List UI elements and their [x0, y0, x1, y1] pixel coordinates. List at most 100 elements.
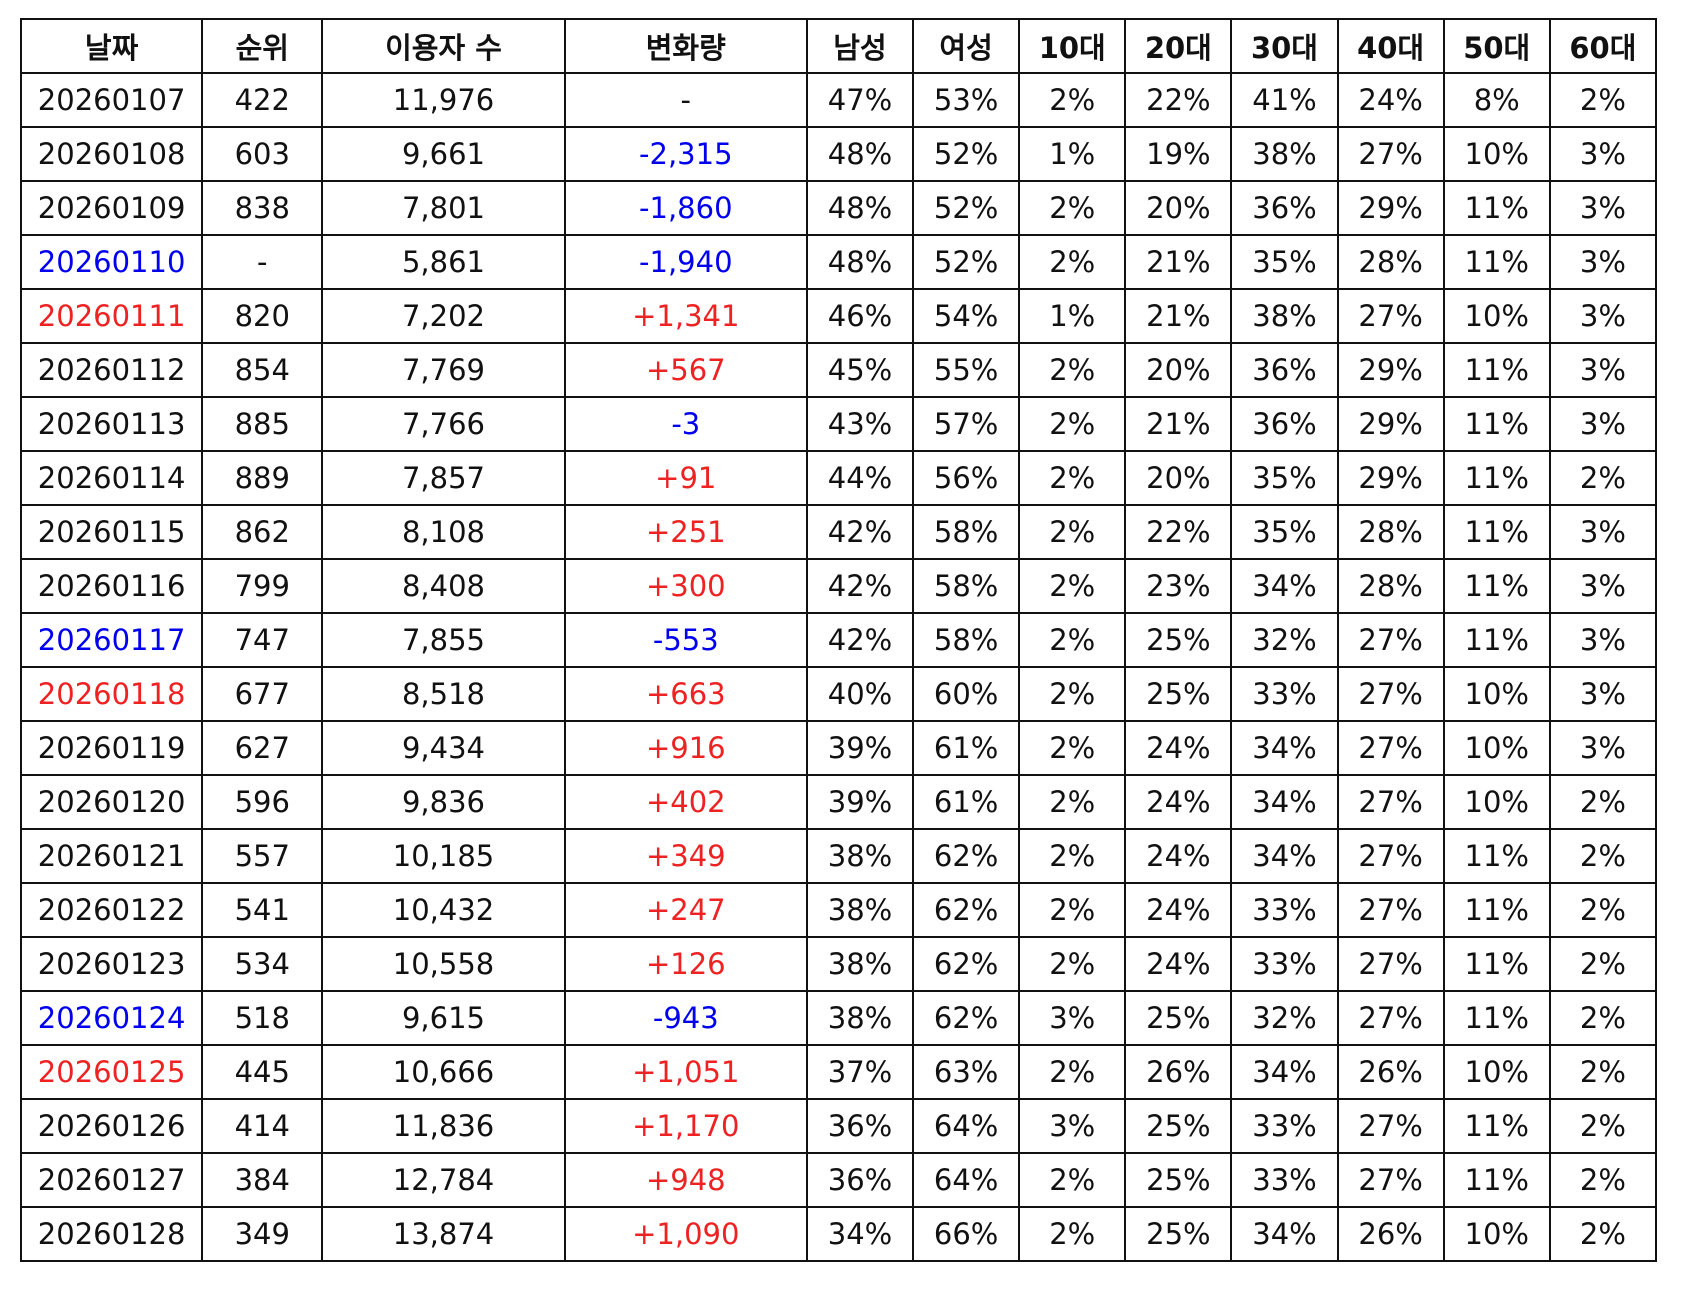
age-10s-cell: 2%	[1018, 1206, 1127, 1262]
date-cell: 20260125	[19, 1044, 204, 1100]
users-cell: 10,185	[321, 828, 566, 884]
users-cell: 10,432	[321, 882, 566, 938]
users-cell: 7,766	[321, 396, 566, 452]
change-cell: +916	[563, 720, 808, 776]
age-30s-cell: 33%	[1230, 666, 1339, 722]
female-pct-cell: 54%	[912, 288, 1021, 344]
male-pct-cell: 44%	[805, 450, 915, 506]
age-50s-cell: 11%	[1442, 180, 1551, 236]
rank-cell: 518	[201, 990, 324, 1046]
age-20s-cell: 24%	[1124, 882, 1233, 938]
age-60s-cell: 3%	[1548, 558, 1658, 614]
change-cell: -3	[563, 396, 808, 452]
age-30s-cell: 33%	[1230, 882, 1339, 938]
users-cell: 7,857	[321, 450, 566, 506]
age-60s-cell: 3%	[1548, 126, 1658, 182]
change-cell: +349	[563, 828, 808, 884]
change-cell: -2,315	[563, 126, 808, 182]
age-30s-cell: 38%	[1230, 288, 1339, 344]
age-60s-cell: 2%	[1548, 450, 1658, 506]
male-pct-cell: 36%	[805, 1152, 915, 1208]
age-40s-cell: 27%	[1336, 936, 1445, 992]
table-row: 20260108 603 9,661 -2,315 48% 52% 1% 19% 38% 27% 1…	[19, 126, 1658, 182]
age-40s-cell: 24%	[1336, 72, 1445, 128]
age-20s-cell: 19%	[1124, 126, 1233, 182]
female-pct-cell: 62%	[912, 936, 1021, 992]
female-pct-cell: 66%	[912, 1206, 1021, 1262]
age-30s-cell: 36%	[1230, 396, 1339, 452]
female-pct-cell: 63%	[912, 1044, 1021, 1100]
users-cell: 7,801	[321, 180, 566, 236]
rank-cell: 854	[201, 342, 324, 398]
age-60s-cell: 2%	[1548, 1152, 1658, 1208]
rank-cell: 889	[201, 450, 324, 506]
users-cell: 9,615	[321, 990, 566, 1046]
age-30s-cell: 32%	[1230, 612, 1339, 668]
age-60s-cell: 2%	[1548, 828, 1658, 884]
age-30s-cell: 32%	[1230, 990, 1339, 1046]
age-40s-cell: 28%	[1336, 558, 1445, 614]
date-cell: 20260108	[19, 126, 204, 182]
age-40s-cell: 27%	[1336, 990, 1445, 1046]
header-age-30s: 30대	[1230, 18, 1339, 74]
change-cell: +251	[563, 504, 808, 560]
age-30s-cell: 34%	[1230, 1206, 1339, 1262]
users-cell: 8,518	[321, 666, 566, 722]
age-50s-cell: 11%	[1442, 504, 1551, 560]
age-30s-cell: 34%	[1230, 558, 1339, 614]
age-50s-cell: 11%	[1442, 1098, 1551, 1154]
age-50s-cell: 11%	[1442, 342, 1551, 398]
users-cell: 5,861	[321, 234, 566, 290]
age-10s-cell: 2%	[1018, 558, 1127, 614]
change-cell: +247	[563, 882, 808, 938]
male-pct-cell: 38%	[805, 882, 915, 938]
age-10s-cell: 2%	[1018, 450, 1127, 506]
table-row: 20260114 889 7,857 +91 44% 56% 2% 20% 35% 29% 11% 2…	[19, 450, 1658, 506]
header-age-50s: 50대	[1442, 18, 1551, 74]
users-cell: 9,661	[321, 126, 566, 182]
age-60s-cell: 3%	[1548, 234, 1658, 290]
change-cell: -	[563, 72, 808, 128]
age-50s-cell: 10%	[1442, 1206, 1551, 1262]
female-pct-cell: 61%	[912, 720, 1021, 776]
table-row: 20260111 820 7,202 +1,341 46% 54% 1% 21% 38% 27% 1…	[19, 288, 1658, 344]
header-age-40s: 40대	[1336, 18, 1445, 74]
age-10s-cell: 1%	[1018, 126, 1127, 182]
age-40s-cell: 28%	[1336, 504, 1445, 560]
users-cell: 8,408	[321, 558, 566, 614]
age-50s-cell: 11%	[1442, 396, 1551, 452]
age-10s-cell: 2%	[1018, 1152, 1127, 1208]
header-change: 변화량	[563, 18, 808, 74]
male-pct-cell: 42%	[805, 612, 915, 668]
age-20s-cell: 25%	[1124, 612, 1233, 668]
rank-cell: 349	[201, 1206, 324, 1262]
male-pct-cell: 47%	[805, 72, 915, 128]
male-pct-cell: 38%	[805, 828, 915, 884]
male-pct-cell: 39%	[805, 774, 915, 830]
age-50s-cell: 11%	[1442, 450, 1551, 506]
table-row: 20260121 557 10,185 +349 38% 62% 2% 24% 34% 27% 11…	[19, 828, 1658, 884]
table-row: 20260119 627 9,434 +916 39% 61% 2% 24% 34% 27% 10%…	[19, 720, 1658, 776]
age-10s-cell: 2%	[1018, 882, 1127, 938]
age-60s-cell: 3%	[1548, 180, 1658, 236]
age-30s-cell: 35%	[1230, 504, 1339, 560]
rank-cell: 627	[201, 720, 324, 776]
age-30s-cell: 34%	[1230, 720, 1339, 776]
date-cell: 20260111	[19, 288, 204, 344]
age-20s-cell: 20%	[1124, 342, 1233, 398]
table-row: 20260110-5,861 -1,940 48% 52% 2% 21% 35% 28% 11%…	[19, 234, 1658, 290]
users-cell: 10,666	[321, 1044, 566, 1100]
age-50s-cell: 11%	[1442, 828, 1551, 884]
age-20s-cell: 24%	[1124, 936, 1233, 992]
table-row: 20260122 541 10,432 +247 38% 62% 2% 24% 33% 27% 11…	[19, 882, 1658, 938]
users-cell: 10,558	[321, 936, 566, 992]
age-40s-cell: 27%	[1336, 720, 1445, 776]
age-30s-cell: 36%	[1230, 342, 1339, 398]
age-50s-cell: 10%	[1442, 126, 1551, 182]
date-cell: 20260115	[19, 504, 204, 560]
table-row: 20260128 349 13,874 +1,090 34% 66% 2% 25% 34% 26%…	[19, 1206, 1658, 1262]
age-60s-cell: 3%	[1548, 288, 1658, 344]
female-pct-cell: 57%	[912, 396, 1021, 452]
users-cell: 11,976	[321, 72, 566, 128]
male-pct-cell: 40%	[805, 666, 915, 722]
